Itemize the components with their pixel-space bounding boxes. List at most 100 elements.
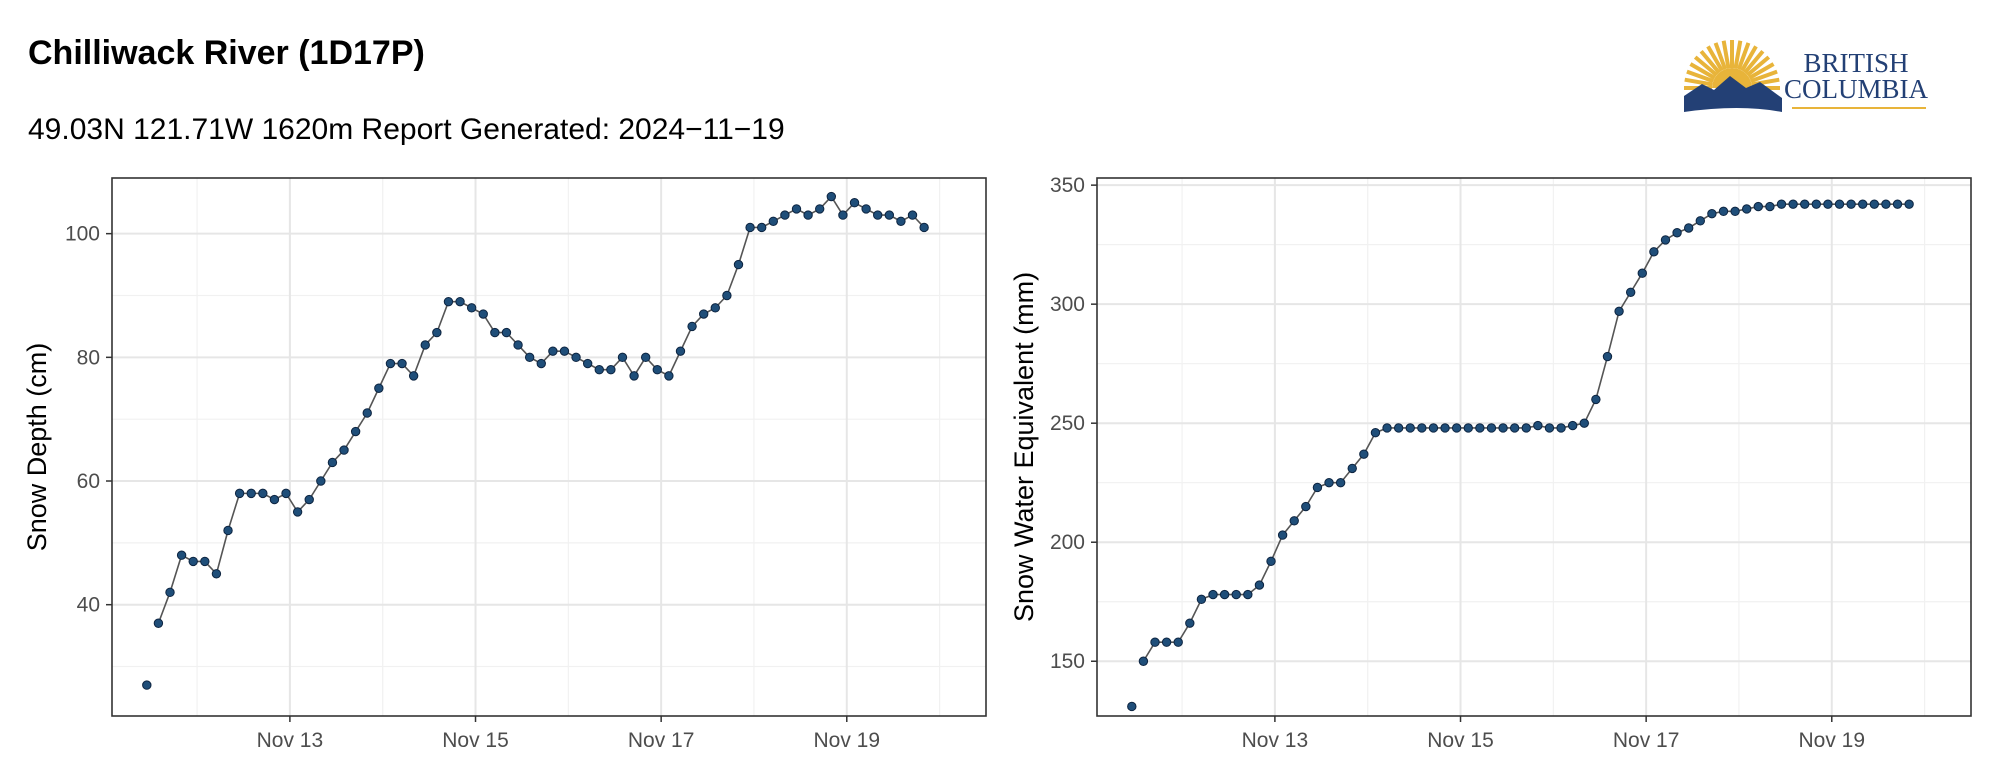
sun-ray <box>1736 42 1751 70</box>
data-point <box>1765 201 1775 212</box>
data-point <box>803 210 813 220</box>
data-point <box>1602 351 1613 362</box>
data-point <box>1881 199 1891 209</box>
data-point <box>350 426 361 437</box>
data-point <box>1614 306 1624 317</box>
data-point <box>455 296 465 307</box>
data-point <box>733 259 744 270</box>
data-point <box>1370 428 1381 438</box>
y-tick-label: 150 <box>1050 650 1085 673</box>
data-point <box>466 303 477 313</box>
data-point <box>524 352 535 363</box>
data-point <box>1208 589 1218 600</box>
data-point <box>246 488 256 499</box>
data-point <box>501 327 512 338</box>
data-point <box>269 494 280 505</box>
data-point <box>548 346 558 356</box>
x-tick-label: Nov 17 <box>628 729 695 752</box>
data-point <box>1138 656 1149 666</box>
sun-ray <box>1721 40 1731 69</box>
data-point <box>722 290 732 301</box>
data-point <box>432 327 442 338</box>
data-point <box>1173 637 1183 647</box>
y-tick-label: 200 <box>1050 531 1085 554</box>
x-tick-label: Nov 13 <box>257 729 324 752</box>
data-point <box>1741 204 1752 214</box>
data-point <box>1335 478 1346 488</box>
data-point <box>1428 423 1439 433</box>
data-point <box>1718 206 1729 217</box>
data-point <box>1440 423 1450 433</box>
page-subtitle: 49.03N 121.71W 1620m Report Generated: 2… <box>28 113 785 146</box>
y-tick-label: 60 <box>77 470 100 493</box>
data-point <box>606 365 616 375</box>
page-title: Chilliwack River (1D17P) <box>28 34 425 72</box>
data-point <box>1312 482 1323 493</box>
x-tick-label: Nov 19 <box>1799 729 1866 752</box>
data-point <box>1695 216 1705 226</box>
data-point <box>188 556 198 567</box>
data-point <box>1544 423 1555 433</box>
sun-ray <box>1743 49 1765 74</box>
data-point <box>1219 589 1230 600</box>
data-point <box>397 358 407 369</box>
data-point <box>1393 423 1404 433</box>
data-point <box>1475 423 1485 433</box>
data-point <box>1231 589 1241 600</box>
data-point <box>1811 199 1822 209</box>
data-point <box>1672 228 1682 238</box>
data-point <box>1498 423 1508 433</box>
data-point <box>1567 420 1578 431</box>
data-point <box>339 445 349 455</box>
plot-background <box>112 178 986 716</box>
sun-ray <box>1713 42 1728 70</box>
data-point <box>1649 247 1659 257</box>
data-point <box>374 383 384 393</box>
data-point <box>513 340 523 350</box>
data-point <box>327 457 338 468</box>
data-point <box>687 321 697 332</box>
data-point <box>1904 199 1914 209</box>
sun-ray <box>1706 45 1724 72</box>
data-point <box>1161 637 1172 647</box>
data-point <box>1324 478 1334 488</box>
data-point <box>896 216 906 226</box>
data-point <box>281 488 291 499</box>
sun-ray <box>1750 69 1778 84</box>
data-point <box>1266 556 1276 566</box>
data-point <box>756 222 767 233</box>
data-point <box>292 507 303 517</box>
data-point <box>1359 449 1369 459</box>
data-point <box>1382 423 1392 433</box>
data-point <box>629 371 639 381</box>
sun-ray <box>1699 49 1721 74</box>
data-point <box>1556 423 1566 433</box>
data-point <box>1579 418 1589 428</box>
plot-border <box>111 177 987 717</box>
data-point <box>211 569 222 579</box>
data-point <box>490 327 500 338</box>
x-tick-label: Nov 17 <box>1613 729 1680 752</box>
data-point <box>1834 199 1845 209</box>
data-point <box>791 204 802 214</box>
data-point <box>153 618 164 628</box>
data-point <box>1254 580 1265 590</box>
data-point <box>1846 199 1856 209</box>
y-axis-label: Snow Water Equivalent (mm) <box>1009 272 1039 622</box>
plot-background <box>1097 178 1971 716</box>
data-point <box>1150 637 1160 647</box>
data-point <box>617 352 628 363</box>
data-point <box>664 371 674 381</box>
data-point <box>443 296 454 307</box>
data-point <box>1533 420 1543 431</box>
data-point <box>1185 618 1195 628</box>
data-point <box>362 408 372 418</box>
sun-ray <box>1746 55 1771 77</box>
data-point <box>1776 199 1787 209</box>
data-point <box>1463 423 1473 433</box>
y-tick-label: 250 <box>1050 412 1085 435</box>
data-point <box>1521 423 1531 433</box>
data-point <box>258 488 268 499</box>
data-point <box>1637 268 1647 278</box>
